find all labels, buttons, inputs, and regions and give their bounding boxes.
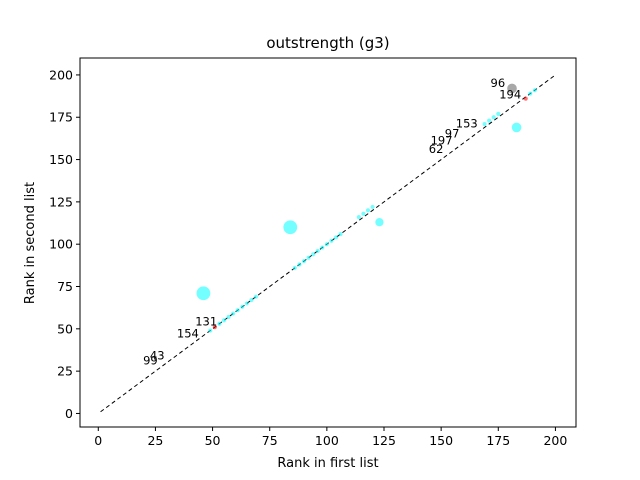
scatter-point — [221, 318, 227, 323]
scatter-point — [301, 259, 307, 264]
point-annotation: 97 — [445, 127, 460, 141]
x-tick-label: 0 — [94, 433, 102, 448]
scatter-point — [283, 220, 298, 235]
axes: 0 25 50 75 100 125 150 175 200 0 25 50 75 100 125 150 17… — [49, 67, 567, 448]
scatter-point — [240, 304, 245, 309]
scatter-point — [231, 311, 236, 316]
x-tick-label: 25 — [147, 433, 163, 448]
scatter-point — [306, 255, 311, 260]
scatter-point — [235, 308, 240, 313]
y-tick-label: 75 — [57, 279, 73, 294]
point-annotation: 194 — [499, 88, 521, 102]
y-axis-title: Rank in second list — [23, 182, 38, 304]
chart-title: outstrength (g3) — [266, 34, 389, 52]
x-tick-label: 100 — [315, 433, 339, 448]
scatter-point — [507, 83, 517, 94]
scatter-point — [356, 215, 361, 220]
x-tick-label: 150 — [429, 433, 453, 448]
y-tick-label: 50 — [57, 321, 73, 336]
point-annotation: 197 — [431, 133, 453, 147]
scatter-point — [491, 115, 496, 120]
scatter-point — [338, 231, 343, 237]
scatter-point — [212, 325, 217, 330]
scatter-point — [528, 91, 533, 96]
scatter-point — [487, 118, 492, 123]
scatter-point — [370, 204, 375, 210]
scatter-point — [496, 111, 501, 116]
scatter-point — [532, 88, 537, 93]
scatter-point — [292, 265, 297, 270]
y-tick-label: 100 — [49, 237, 73, 252]
scatter-point — [523, 96, 528, 101]
plot-frame — [79, 57, 577, 428]
y-tick-label: 150 — [49, 152, 73, 167]
point-annotation: 153 — [456, 116, 478, 130]
x-tick-label: 75 — [262, 433, 278, 448]
scatter-point — [244, 301, 249, 306]
y-tick-label: 25 — [57, 364, 73, 379]
x-tick-label: 175 — [486, 433, 510, 448]
scatter-point — [315, 248, 320, 254]
point-annotation: 96 — [491, 76, 506, 90]
x-tick-label: 50 — [205, 433, 221, 448]
scatter-point — [324, 242, 329, 247]
scatter-point — [297, 262, 302, 267]
scatter-point — [311, 252, 316, 257]
point-annotation: 131 — [195, 314, 217, 328]
x-tick-label: 125 — [372, 433, 396, 448]
y-tick-label: 200 — [49, 67, 73, 82]
scatter-point — [226, 314, 231, 320]
scatter-point — [375, 218, 384, 227]
scatter-point — [208, 328, 213, 333]
y-tick-label: 125 — [49, 194, 73, 209]
point-annotation: 43 — [150, 348, 165, 362]
x-tick-label: 200 — [543, 433, 567, 448]
scatter-point — [482, 121, 487, 127]
scatter-point — [217, 321, 222, 326]
point-annotation: 154 — [177, 326, 199, 340]
scatter-point — [196, 286, 211, 301]
scatter-point — [511, 122, 522, 133]
x-axis-title: Rank in first list — [277, 456, 378, 471]
point-annotation: 62 — [429, 142, 444, 156]
scatter-point — [329, 238, 334, 243]
scatter-point — [249, 297, 254, 303]
scatter-point — [320, 245, 325, 250]
y-tick-label: 175 — [49, 110, 73, 125]
scatter-point — [365, 208, 371, 213]
scatter-point — [361, 211, 366, 216]
scatter-point — [253, 294, 259, 299]
point-annotation: 99 — [143, 353, 158, 367]
scatter-point — [333, 235, 339, 240]
y-tick-label: 0 — [65, 406, 73, 421]
